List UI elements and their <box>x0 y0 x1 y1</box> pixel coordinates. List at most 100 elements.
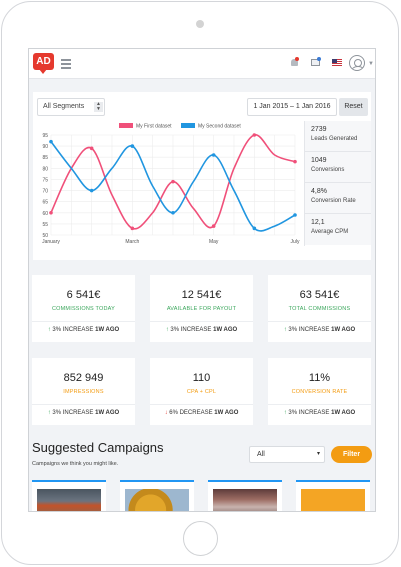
kpi-label: COMMISSIONS TODAY <box>52 306 115 312</box>
filter-button[interactable]: Filter <box>331 446 372 463</box>
x-tick-label: July <box>291 239 300 245</box>
campaign-image <box>213 489 277 511</box>
section-subtitle: Campaigns we think you might like. <box>32 461 119 467</box>
home-button[interactable] <box>183 521 218 556</box>
app-logo[interactable]: AD <box>33 53 54 74</box>
data-point <box>171 210 175 215</box>
kpi-value: 63 541€ <box>299 289 340 301</box>
data-point <box>130 144 135 148</box>
kpi-card-impressions[interactable]: 852 949 IMPRESSIONS ↑ 3% INCREASE 1W AGO <box>32 358 135 425</box>
stat-value: 12,1 <box>311 219 325 226</box>
arrow-up-icon: ↑ <box>47 410 51 416</box>
y-tick-label: 80 <box>42 166 48 172</box>
arrow-up-icon: ↑ <box>165 327 169 333</box>
y-tick-label: 70 <box>42 189 48 195</box>
kpi-trend: ↑ 3% INCREASE 1W AGO <box>268 327 371 333</box>
divider <box>32 321 135 322</box>
legend-swatch <box>119 123 133 128</box>
user-avatar-icon[interactable] <box>349 55 365 71</box>
kpi-trend: ↑ 3% INCREASE 1W AGO <box>32 327 135 333</box>
campaign-filter-select[interactable]: All ▾ <box>249 446 325 463</box>
trend-period: 1W AGO <box>331 327 356 333</box>
y-tick-label: 95 <box>42 133 48 139</box>
segment-select[interactable]: All Segments ▲ ▼ <box>37 98 105 116</box>
y-tick-label: 55 <box>42 222 48 228</box>
kpi-value: 11% <box>308 372 331 384</box>
divider <box>32 404 135 405</box>
data-point <box>211 224 216 228</box>
x-tick-label: January <box>42 239 60 245</box>
kpi-label: CONVERSION RATE <box>291 389 348 395</box>
stat-value: 2739 <box>311 126 327 133</box>
date-range-picker[interactable]: 1 Jan 2015 – 1 Jan 2016 <box>247 98 337 116</box>
data-point <box>293 159 297 164</box>
kpi-label: TOTAL COMMISSIONS <box>288 306 351 312</box>
kpi-card-available-payout[interactable]: 12 541€ AVAILABLE FOR PAYOUT ↑ 3% INCREA… <box>150 275 253 342</box>
kpi-card-cpa-cpl[interactable]: 110 CPA + CPL ↓ 6% DECREASE 1W AGO <box>150 358 253 425</box>
app-screen: AD ▼ All Segments ▲ ▼ 1 Jan 2015 – 1 Jan … <box>28 48 376 512</box>
kpi-value: 110 <box>192 372 211 384</box>
kpi-trend: ↑ 3% INCREASE 1W AGO <box>32 410 135 416</box>
trend-text: 3% INCREASE <box>288 327 330 333</box>
x-tick-label: March <box>125 239 139 245</box>
segment-select-value: All Segments <box>43 103 85 110</box>
trend-period: 1W AGO <box>95 327 120 333</box>
y-tick-label: 60 <box>42 211 48 217</box>
campaign-card[interactable] <box>208 480 282 511</box>
select-arrows-icon: ▲ ▼ <box>94 102 103 112</box>
chevron-down-icon[interactable]: ▼ <box>368 61 374 67</box>
trend-period: 1W AGO <box>331 410 356 416</box>
stat-value: 1049 <box>311 157 327 164</box>
stat-label: Conversions <box>311 167 345 173</box>
bell-icon[interactable] <box>291 59 298 66</box>
divider <box>268 404 371 405</box>
data-point <box>211 153 216 157</box>
campaign-card[interactable] <box>120 480 194 511</box>
stat-label: Leads Generated <box>311 136 358 142</box>
kpi-value: 12 541€ <box>181 289 222 301</box>
menu-icon[interactable] <box>61 59 71 71</box>
reset-button[interactable]: Reset <box>339 98 368 116</box>
trend-text: 3% INCREASE <box>288 410 330 416</box>
performance-card: All Segments ▲ ▼ 1 Jan 2015 – 1 Jan 2016 … <box>33 92 371 260</box>
data-point <box>293 213 297 217</box>
trend-text: 3% INCREASE <box>52 327 94 333</box>
mail-icon[interactable] <box>311 59 320 66</box>
arrow-up-icon: ↑ <box>283 410 287 416</box>
divider <box>268 321 371 322</box>
y-tick-label: 85 <box>42 155 48 161</box>
legend-label: My Second dataset <box>198 124 241 130</box>
summary-stats: 2739 Leads Generated 1049 Conversions 4,… <box>304 121 371 246</box>
y-tick-label: 75 <box>42 177 48 183</box>
data-point <box>49 139 53 144</box>
kpi-card-commissions-today[interactable]: 6 541€ COMMISSIONS TODAY ↑ 3% INCREASE 1… <box>32 275 135 342</box>
data-point <box>130 226 135 231</box>
us-flag-icon[interactable] <box>332 59 342 66</box>
data-point <box>89 146 94 151</box>
campaign-image <box>125 489 189 511</box>
kpi-card-total-commissions[interactable]: 63 541€ TOTAL COMMISSIONS ↑ 3% INCREASE … <box>268 275 371 342</box>
data-point <box>252 226 257 231</box>
legend-swatch <box>181 123 195 128</box>
arrow-down-icon: ↓ <box>164 410 168 416</box>
arrow-up-icon: ↑ <box>47 327 51 333</box>
stat-value: 4,8% <box>311 188 327 195</box>
message-dot <box>317 57 321 61</box>
data-point <box>171 179 175 184</box>
camera-icon <box>196 20 204 28</box>
filter-select-value: All <box>257 451 265 458</box>
kpi-label: IMPRESSIONS <box>63 389 104 395</box>
trend-text: 3% INCREASE <box>170 327 212 333</box>
campaign-card[interactable] <box>32 480 106 511</box>
data-point <box>252 133 257 137</box>
stat-label: Average CPM <box>311 229 349 235</box>
kpi-card-conversion-rate[interactable]: 11% CONVERSION RATE ↑ 3% INCREASE 1W AGO <box>268 358 371 425</box>
stat-label: Conversion Rate <box>311 198 356 204</box>
stat-conversion-rate: 4,8% Conversion Rate <box>305 183 371 214</box>
x-tick-label: May <box>209 239 219 245</box>
campaign-card[interactable] <box>296 480 370 511</box>
kpi-trend: ↓ 6% DECREASE 1W AGO <box>150 410 253 416</box>
top-navbar: AD ▼ <box>29 49 375 79</box>
arrow-up-icon: ↑ <box>283 327 287 333</box>
